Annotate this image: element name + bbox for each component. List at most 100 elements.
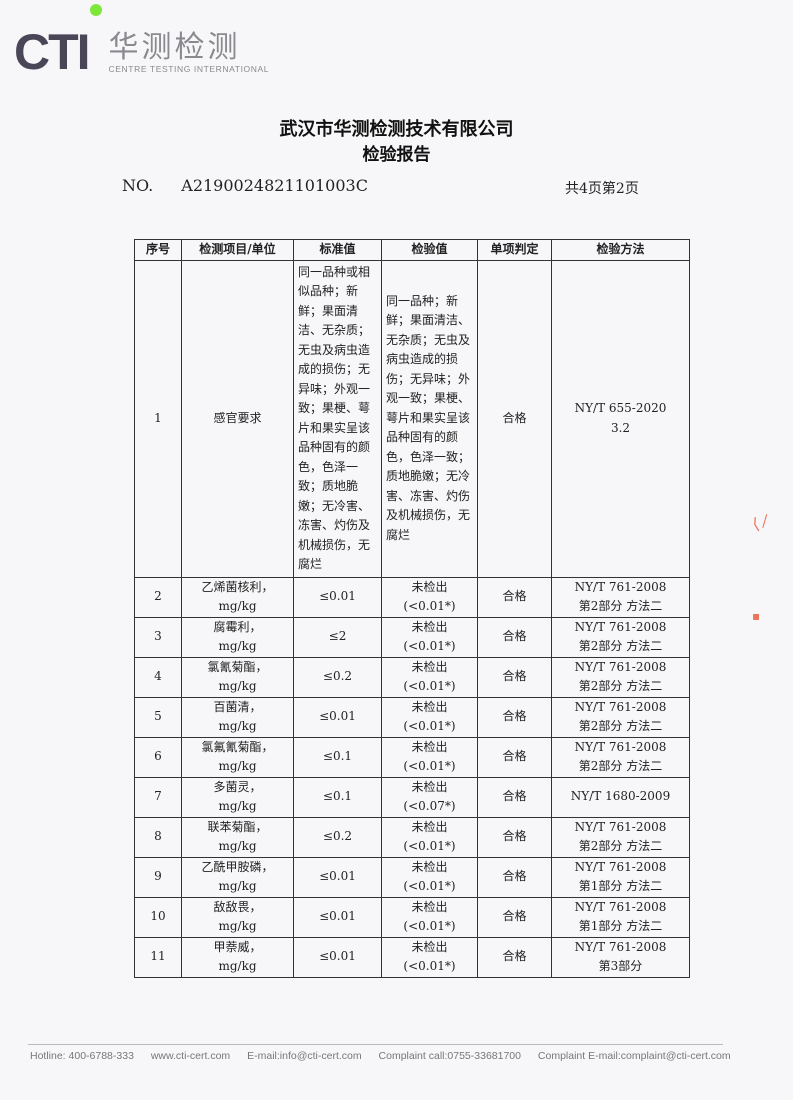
cell-item: 氯氰菊酯， mg/kg [181,656,294,698]
cell-no-no: 7 [154,789,162,804]
cell-item-unit: mg/kg [218,759,257,773]
cell-item-item: 甲萘威， [213,939,262,954]
cell-method-method: NY/T 655-2020 [574,401,667,415]
cell-item: 联苯菊酯， mg/kg [181,816,294,858]
cell-method-method2: 3.2 [610,420,631,435]
cell-method-method: NY/T 761-2008 [574,619,667,634]
cell-result-result: 未检出 [411,859,448,874]
col-header: 标准值 [293,239,382,261]
cell-standard: ≤0.2 [293,656,382,698]
cell-method-method2: 第2部分 方法二 [578,759,663,773]
cell-result: 未检出 (<0.01*) [381,856,478,898]
doc-title: 检验报告 [362,145,431,165]
table-row: 3 腐霉利， mg/kg ≤2 未检出 (<0.01*) 合格 NY/T 761-2008 第2… [134,616,690,658]
cell-method-method: NY/T 761-2008 [574,659,667,674]
cell-standard: ≤0.01 [293,696,382,738]
cell-judgement-judgement: 合格 [502,829,527,844]
cell-no: 2 [134,576,182,618]
brand-cn: 华测检测 [108,30,241,65]
cell-result-result: 未检出 [411,699,448,714]
footer-website: www.cti-cert.com [150,1050,231,1062]
cell-judgement-judgement: 合格 [502,669,527,684]
results-table: 序号 检测项目/单位 标准值 检验值 单项判定 检验方法 1 感官要求 同一品种或相… [134,239,690,978]
cell-result: 未检出 (<0.01*) [381,736,478,778]
cell-item: 多菌灵， mg/kg [181,776,294,818]
cell-method-method: NY/T 761-2008 [574,699,667,714]
cell-no: 9 [134,856,182,898]
cell-result-result: 未检出 [411,659,448,674]
table-header: 序号 检测项目/单位 标准值 检验值 单项判定 检验方法 [134,239,690,261]
cell-no-no: 5 [154,709,162,724]
cell-result-result2: (<0.01*) [403,919,456,933]
cell-no: 3 [134,616,182,658]
cell-method: NY/T 761-2008 第2部分 方法二 [551,576,690,618]
cell-standard-standard: 同一品种或相似品种；新鲜；果面清洁、无杂质；无虫及病虫造成的损伤；无异味；外观一… [298,264,371,572]
table-row: 2 乙烯菌核利， mg/kg ≤0.01 未检出 (<0.01*) 合格 NY/T 761-2… [134,576,690,618]
no-value: A2190024821101003C [181,176,368,195]
cell-no: 7 [134,776,182,818]
cell-judgement: 合格 [477,696,552,738]
page-info: 共4页第2页 [565,181,639,197]
cell-standard-standard: ≤0.01 [319,909,356,924]
footer-email: E-mail:info@cti-cert.com [247,1050,362,1062]
cell-item-item: 氯氟氰菊酯， [201,739,274,754]
cell-result-result2: (<0.01*) [403,839,456,853]
col-header: 单项判定 [477,239,552,261]
cell-method: NY/T 761-2008 第1部分 方法二 [551,896,690,938]
cell-standard-standard: ≤2 [328,629,347,644]
cell-method: NY/T 1680-2009 [551,776,690,818]
no-label: NO. [122,176,154,195]
cell-method: NY/T 761-2008 第2部分 方法二 [551,736,690,778]
cell-judgement: 合格 [477,776,552,818]
cell-item-item: 乙烯菌核利， [201,579,274,594]
cell-standard: ≤0.2 [293,816,382,858]
brand-en: CENTRE TESTING INTERNATIONAL [108,64,270,74]
cell-judgement: 合格 [477,259,552,578]
cell-standard: ≤0.01 [293,936,382,978]
cell-judgement-judgement: 合格 [502,589,527,604]
cell-no-no: 2 [154,589,162,604]
footer-complaint-email: Complaint E-mail:complaint@cti-cert.com [537,1050,731,1062]
cell-result-result: 未检出 [411,739,448,754]
col-header: 检测项目/单位 [181,239,294,261]
footer-divider [28,1044,723,1045]
cell-item-item: 乙酰甲胺磷， [201,859,274,874]
cell-method-method: NY/T 1680-2009 [570,789,671,804]
cell-judgement: 合格 [477,656,552,698]
cell-item-item: 联苯菊酯， [207,819,268,834]
cell-item: 腐霉利， mg/kg [181,616,294,658]
cell-result: 未检出 (<0.01*) [381,816,478,858]
cell-result: 未检出 (<0.01*) [381,936,478,978]
cell-no-no: 10 [150,909,166,924]
cell-standard: 同一品种或相似品种；新鲜；果面清洁、无杂质；无虫及病虫造成的损伤；无异味；外观一… [293,259,382,578]
cell-no-no: 1 [154,410,162,425]
cell-result: 未检出 (<0.01*) [381,576,478,618]
cell-result: 未检出 (<0.01*) [381,896,478,938]
cell-result-result2: (<0.07*) [403,799,456,813]
table-row: 1 感官要求 同一品种或相似品种；新鲜；果面清洁、无杂质；无虫及病虫造成的损伤；无异… [134,259,690,578]
col-header: 检验方法 [551,239,690,261]
cell-method-method2: 第1部分 方法二 [578,879,663,893]
cell-no-no: 9 [154,869,162,884]
cell-no: 4 [134,656,182,698]
cell-judgement: 合格 [477,856,552,898]
cell-result-result: 未检出 [411,579,448,594]
cell-no: 1 [134,259,182,578]
cell-item-unit: mg/kg [218,839,257,853]
cell-no-no: 8 [154,829,162,844]
col-header: 检验值 [381,239,478,261]
table-row: 8 联苯菊酯， mg/kg ≤0.2 未检出 (<0.01*) 合格 NY/T 761-200… [134,816,690,858]
cell-result: 未检出 (<0.07*) [381,776,478,818]
cell-result: 未检出 (<0.01*) [381,656,478,698]
cell-standard-standard: ≤0.01 [319,709,356,724]
cell-result-result2: (<0.01*) [403,679,456,693]
table-row: 10 敌敌畏， mg/kg ≤0.01 未检出 (<0.01*) 合格 NY/T 761-20… [134,896,690,938]
cell-item-item: 多菌灵， [213,779,262,794]
cell-result-result: 未检出 [411,899,448,914]
table-row: 6 氯氟氰菊酯， mg/kg ≤0.1 未检出 (<0.01*) 合格 NY/T 761-20… [134,736,690,778]
cell-method-method2: 第2部分 方法二 [578,679,663,693]
cell-result-result2: (<0.01*) [403,879,456,893]
cell-item-unit: mg/kg [218,919,257,933]
cell-standard: ≤0.1 [293,776,382,818]
cell-no: 11 [134,936,182,978]
